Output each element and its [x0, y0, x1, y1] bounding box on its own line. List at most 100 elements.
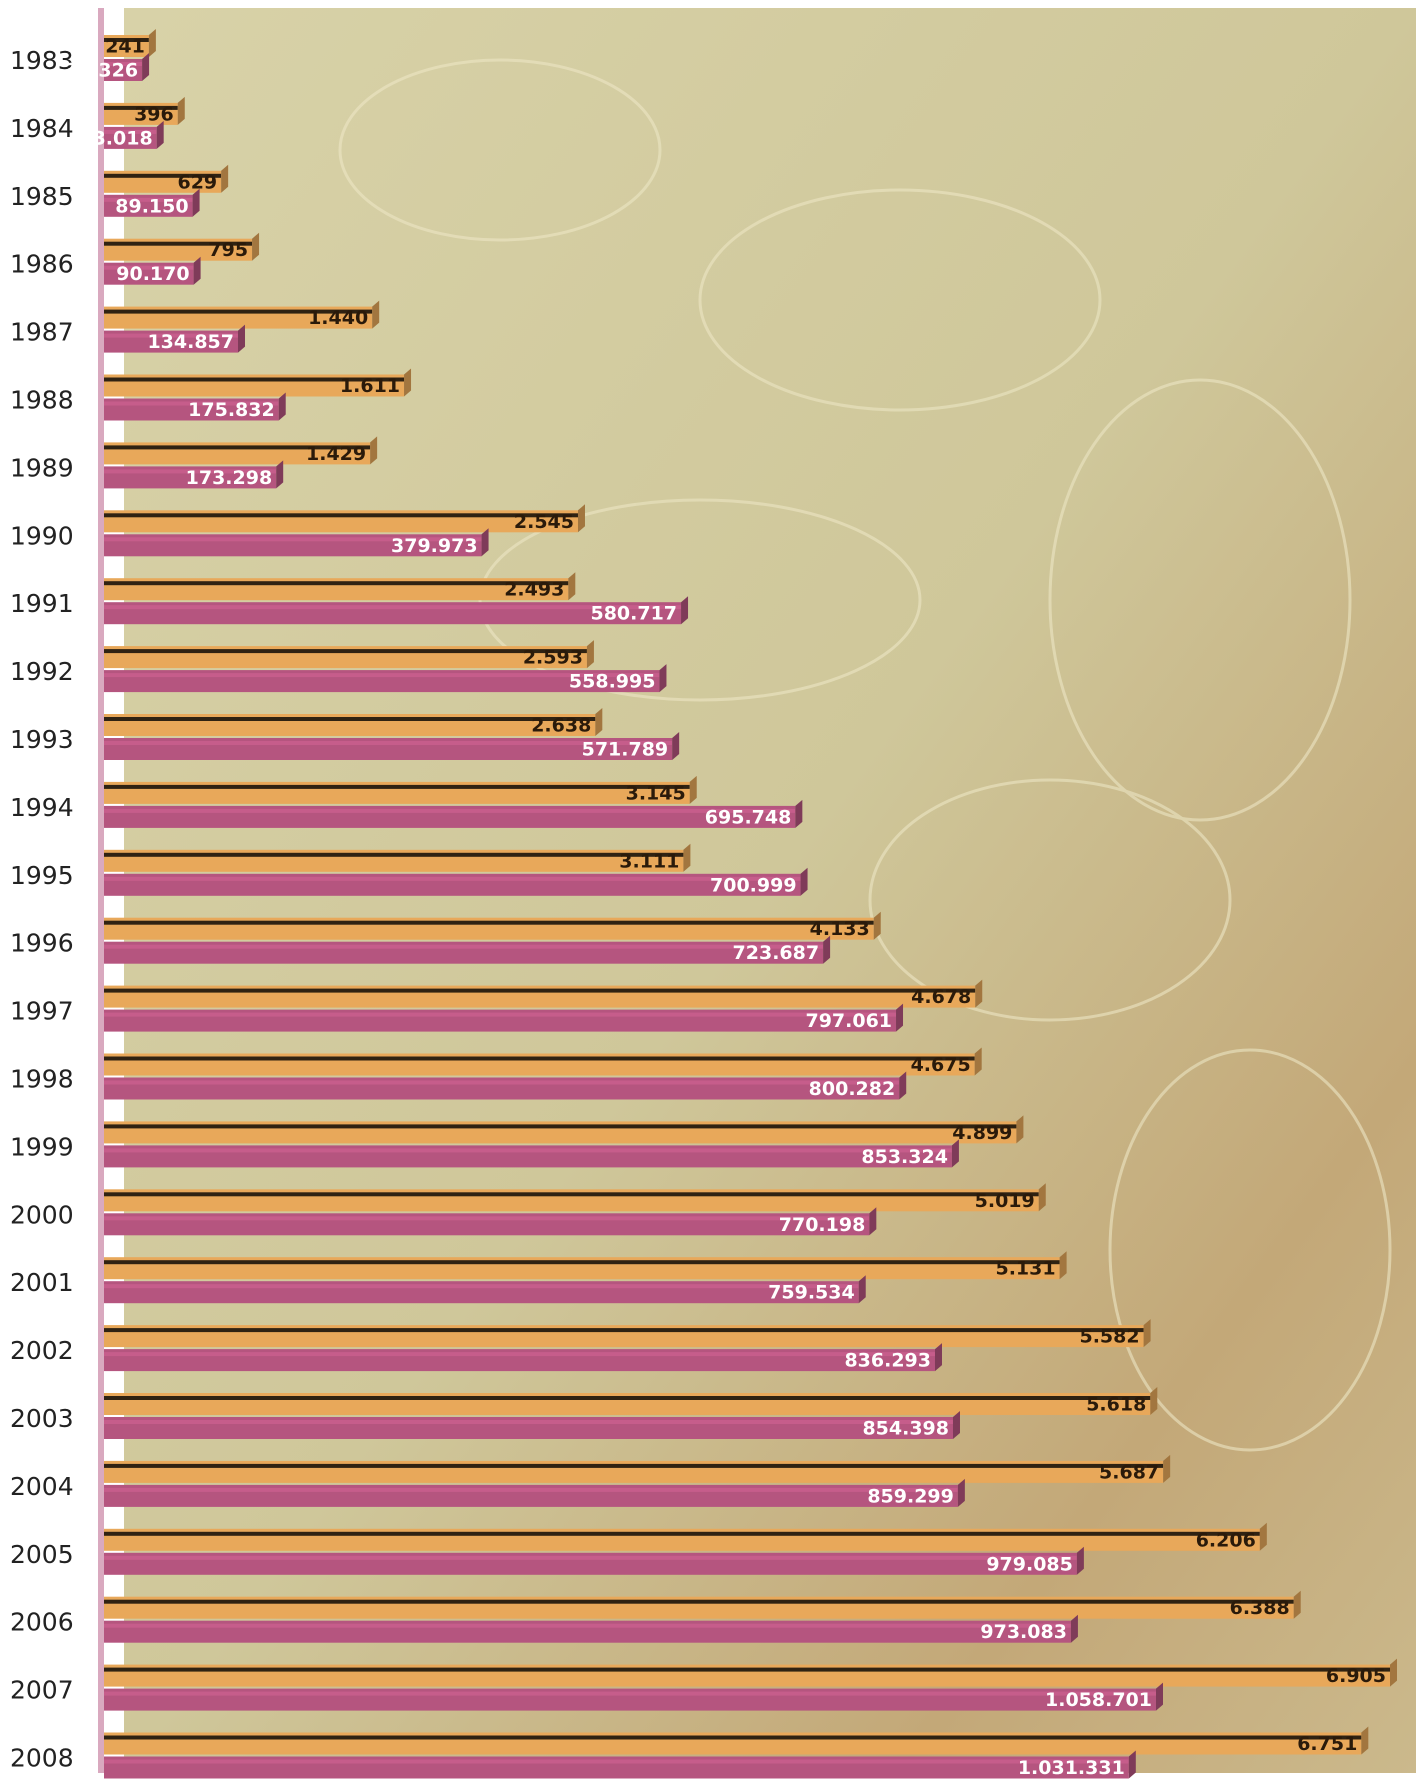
- bar-highlight: [104, 1124, 1017, 1129]
- bar-highlight: [104, 1192, 1039, 1197]
- bar-end: [659, 664, 667, 693]
- bar-highlight: [104, 38, 149, 42]
- bar-end: [1390, 1658, 1397, 1687]
- value-label: 53.018: [79, 127, 152, 149]
- bar-end: [192, 188, 200, 217]
- bar-end: [823, 935, 831, 964]
- year-label: 1996: [10, 929, 74, 958]
- value-label: 6.751: [1297, 1733, 1357, 1755]
- bar-end: [1016, 1115, 1024, 1144]
- value-label: 5.131: [995, 1258, 1055, 1280]
- year-label: 2005: [10, 1540, 74, 1569]
- bar-highlight: [104, 241, 253, 246]
- value-label: 571.789: [582, 739, 669, 761]
- value-label: 4.133: [810, 918, 870, 940]
- bar-end: [372, 300, 380, 329]
- year-label: 2004: [10, 1472, 74, 1501]
- year-label: 1984: [10, 114, 74, 143]
- year-label: 1992: [10, 657, 74, 686]
- value-label: 3.145: [626, 782, 686, 804]
- bar-highlight: [104, 1080, 900, 1085]
- bar-highlight: [104, 808, 796, 813]
- bar-highlight: [104, 1623, 1071, 1628]
- value-label: 1.429: [306, 443, 366, 465]
- value-label: 629: [177, 171, 217, 193]
- bar-highlight: [104, 944, 824, 949]
- year-label: 1985: [10, 182, 74, 211]
- value-label: 759.534: [768, 1282, 855, 1304]
- bar-end: [404, 368, 412, 397]
- bar-highlight: [104, 876, 801, 881]
- value-label: 979.085: [986, 1553, 1073, 1575]
- value-label: 853.324: [861, 1146, 948, 1168]
- bar-highlight: [104, 1599, 1294, 1604]
- value-label: 6.388: [1230, 1597, 1290, 1619]
- bar-end: [252, 232, 260, 261]
- year-label: 1989: [10, 453, 74, 482]
- bar-end: [156, 120, 164, 149]
- year-label: 1998: [10, 1065, 74, 1094]
- year-label: 2007: [10, 1676, 74, 1705]
- value-label: 2.593: [523, 647, 583, 669]
- bar-end: [957, 1478, 965, 1507]
- bar-end: [683, 843, 691, 872]
- value-label: 173.298: [186, 467, 273, 489]
- bar-highlight: [104, 62, 143, 66]
- value-label: 1.611: [340, 375, 400, 397]
- bar-highlight: [104, 1284, 859, 1289]
- bar-end: [795, 799, 803, 828]
- bar-highlight: [104, 309, 373, 314]
- bar-highlight: [104, 377, 405, 382]
- value-label: 4.675: [911, 1054, 971, 1076]
- bar-highlight: [104, 197, 193, 202]
- value-label: 3.111: [619, 850, 679, 872]
- value-label: 854.398: [862, 1418, 949, 1440]
- year-label: 1993: [10, 725, 74, 754]
- bar-end: [238, 324, 246, 353]
- bar-highlight: [104, 1487, 958, 1492]
- value-label: 2.638: [531, 715, 591, 737]
- value-label: 558.995: [569, 671, 656, 693]
- bar-highlight: [104, 649, 587, 654]
- bar-end: [221, 164, 229, 193]
- bar-end: [681, 596, 689, 625]
- bar-highlight: [104, 401, 279, 406]
- value-label: 2.545: [514, 511, 574, 533]
- bar-end: [278, 392, 286, 421]
- bar-end: [1059, 1251, 1067, 1280]
- bar-end: [1156, 1682, 1163, 1711]
- bar-highlight: [104, 1216, 870, 1221]
- value-label: 241: [105, 36, 145, 58]
- bar-highlight: [104, 1012, 897, 1017]
- bar-highlight: [104, 673, 660, 678]
- year-label: 1990: [10, 521, 74, 550]
- bar-end: [951, 1139, 959, 1168]
- bar-highlight: [104, 333, 239, 338]
- bar-end: [952, 1411, 960, 1439]
- bar-end: [193, 256, 201, 285]
- year-label: 1983: [10, 46, 74, 75]
- bar-highlight: [104, 920, 874, 925]
- bar-end: [975, 979, 983, 1008]
- value-label: 5.019: [975, 1190, 1035, 1212]
- value-label: 770.198: [779, 1214, 866, 1236]
- value-label: 836.293: [844, 1350, 931, 1372]
- bar-end: [1128, 1750, 1136, 1779]
- value-label: 1.440: [308, 307, 368, 329]
- value-label: 973.083: [980, 1621, 1067, 1643]
- value-label: 6.206: [1196, 1529, 1256, 1551]
- value-label: 379.973: [391, 535, 478, 557]
- bar-end: [1070, 1614, 1078, 1643]
- bar-highlight: [104, 1691, 1156, 1696]
- value-label: 2.493: [504, 579, 564, 601]
- bar-end: [276, 460, 284, 489]
- value-label: 700.999: [710, 874, 797, 896]
- bar-highlight: [104, 852, 684, 857]
- bar-highlight: [104, 605, 682, 610]
- value-label: 859.299: [867, 1485, 954, 1507]
- bar-highlight: [104, 1420, 953, 1424]
- bar-end: [873, 911, 881, 940]
- bar-highlight: [104, 445, 371, 450]
